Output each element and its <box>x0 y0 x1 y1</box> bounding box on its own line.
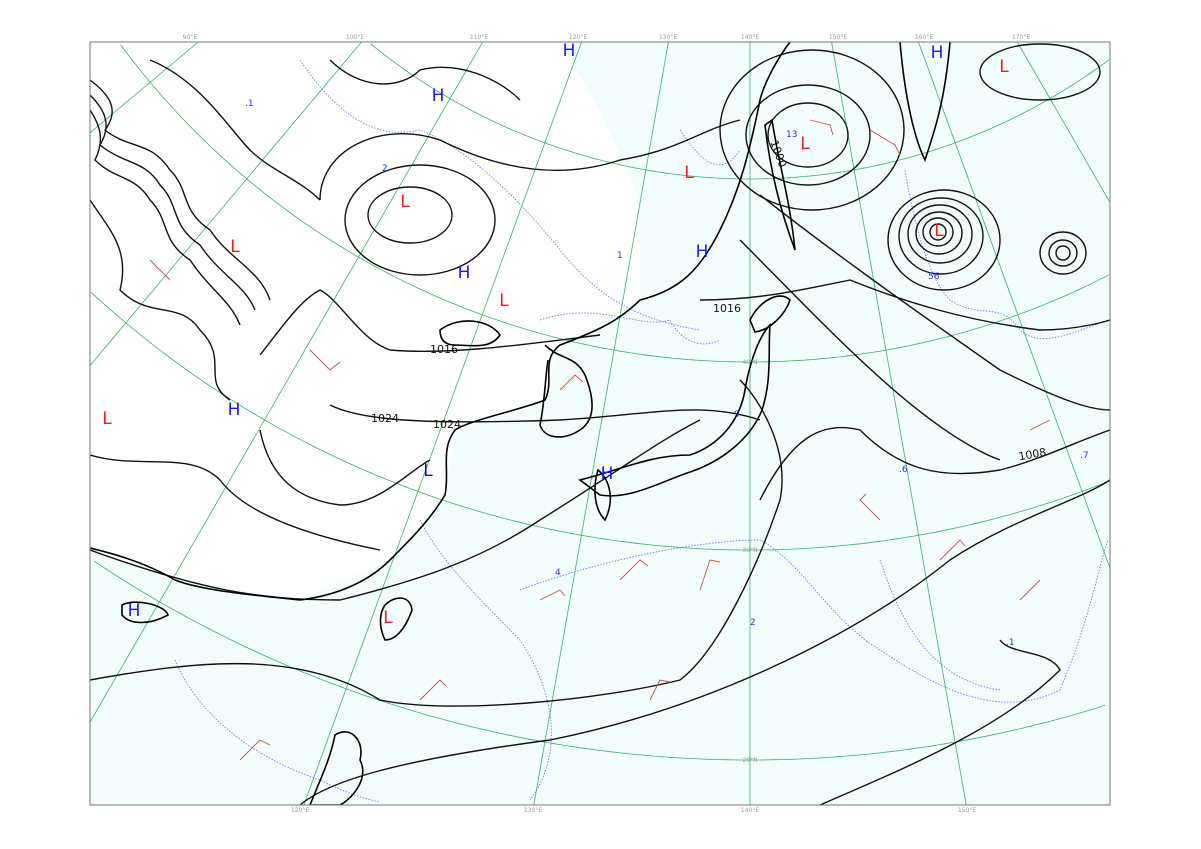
lon-label: 120°E <box>291 807 309 814</box>
low-pressure-marker: L <box>102 409 112 429</box>
low-pressure-marker: L <box>999 57 1009 77</box>
high-pressure-marker: H <box>563 41 576 61</box>
precip-value: 4 <box>555 568 561 578</box>
latitude-line <box>370 43 1110 180</box>
latitude-line <box>90 291 1110 551</box>
precip-value: .1 <box>1006 638 1015 648</box>
longitude-line <box>90 42 484 723</box>
low-pressure-marker: L <box>400 192 410 212</box>
lat-label: 20°N <box>742 757 757 764</box>
longitude-labels-bottom: 120°E 130°E 140°E 150°E <box>291 807 976 814</box>
isobar-label: 1016 <box>430 343 458 356</box>
lon-label: 150°E <box>958 807 976 814</box>
low-pressure-marker: L <box>230 237 240 257</box>
lat-label: 30°N <box>742 547 757 554</box>
longitude-line <box>1016 42 1110 203</box>
lon-label: 100°E <box>346 34 364 41</box>
precip-value: .6 <box>899 465 908 475</box>
precip-value: 1 <box>617 251 623 261</box>
longitude-line <box>918 42 1110 569</box>
longitude-line <box>533 42 669 805</box>
precip-value: .1 <box>245 99 254 109</box>
precip-value: 9 <box>734 410 740 420</box>
low-pressure-marker: L <box>423 461 433 481</box>
longitude-line <box>90 42 362 366</box>
low-pressure-marker: L <box>934 221 944 241</box>
land-area <box>90 42 640 600</box>
latitude-line <box>93 560 1106 761</box>
precipitation-values: .1 2 1 13 56 9 .6 .7 2 .1 4 <box>245 99 1089 648</box>
precip-value: 56 <box>928 272 940 282</box>
high-pressure-marker: H <box>931 43 944 63</box>
low-pressure-marker: L <box>383 608 393 628</box>
lon-label: 120°E <box>569 34 587 41</box>
pressure-centers: H H H H H H H H L L L L L L L L L L <box>102 41 1009 628</box>
lon-label: 90°E <box>183 34 198 41</box>
graticule <box>90 42 1110 805</box>
latitude-line <box>120 44 1109 363</box>
coastlines <box>90 42 951 805</box>
precip-value: 13 <box>786 130 797 140</box>
high-pressure-marker: H <box>696 242 709 262</box>
lon-label: 150°E <box>829 34 847 41</box>
lon-label: 160°E <box>915 34 933 41</box>
precip-value: .7 <box>1080 451 1089 461</box>
wind-barbs <box>149 119 1051 761</box>
low-pressure-marker: L <box>800 134 810 154</box>
isobar-label: 1024 <box>433 418 461 431</box>
longitude-labels-top: 90°E 100°E 110°E 120°E 130°E 140°E 150°E… <box>183 34 1031 41</box>
high-pressure-marker: H <box>128 601 141 621</box>
lon-label: 140°E <box>741 34 759 41</box>
isobars <box>90 43 1110 805</box>
isobar-label: 1016 <box>713 302 741 315</box>
precip-value: 2 <box>750 618 756 628</box>
lon-label: 130°E <box>524 807 542 814</box>
precipitation-contours <box>174 59 1109 803</box>
isobar-label: 1008 <box>1017 446 1047 464</box>
longitude-line <box>90 42 199 134</box>
low-pressure-marker: L <box>499 291 509 311</box>
isobar-label: 1024 <box>371 412 399 425</box>
map-frame <box>89 41 1111 806</box>
lat-label: 40°N <box>742 359 757 366</box>
lon-label: 140°E <box>741 807 759 814</box>
high-pressure-marker: H <box>228 400 241 420</box>
high-pressure-marker: H <box>458 263 471 283</box>
lon-label: 110°E <box>470 34 488 41</box>
high-pressure-marker: H <box>601 464 614 484</box>
lon-label: 130°E <box>659 34 677 41</box>
low-pressure-marker: L <box>684 163 694 183</box>
latitude-labels: 40°N 30°N 20°N <box>742 359 757 764</box>
high-pressure-marker: H <box>432 86 445 106</box>
lon-label: 170°E <box>1012 34 1030 41</box>
precip-value: 2 <box>382 164 388 174</box>
